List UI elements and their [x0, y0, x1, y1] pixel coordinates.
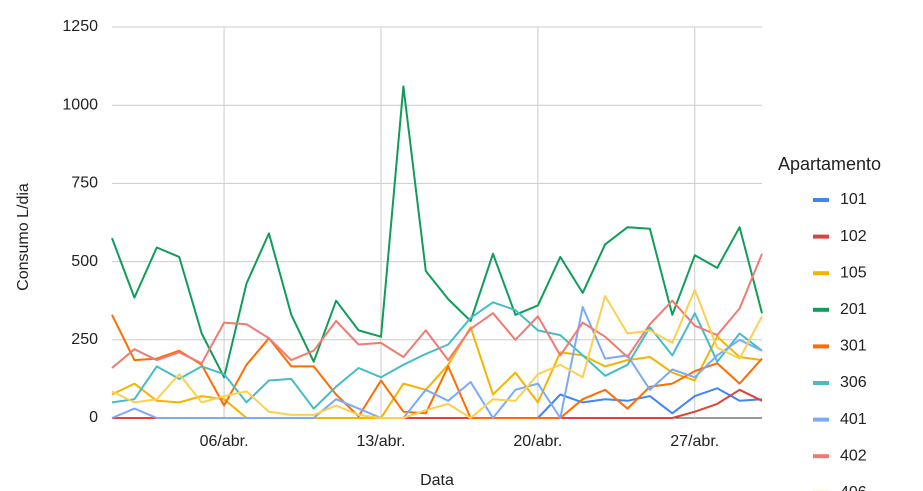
series-line [111, 301, 763, 410]
y-tick-label: 1000 [62, 96, 98, 113]
x-axis-title: Data [420, 472, 454, 489]
y-tick-label: 1250 [62, 18, 98, 35]
series-line [111, 288, 763, 419]
x-tick-label: 20/abr. [513, 433, 562, 450]
series-line [111, 326, 763, 419]
legend-label: 102 [840, 228, 867, 245]
series-line [112, 388, 763, 419]
y-tick-label: 250 [71, 331, 98, 348]
series-line [112, 387, 763, 419]
x-tick-label: 06/abr. [200, 433, 249, 450]
series-line [111, 306, 763, 419]
legend-label: 402 [840, 447, 867, 464]
y-axis-title: Consumo L/dia [15, 183, 32, 291]
legend-label: 201 [840, 301, 867, 318]
x-tick-label: 27/abr. [670, 433, 719, 450]
series-line [111, 85, 763, 379]
legend-label: 101 [840, 191, 867, 208]
legend-label: 301 [840, 338, 867, 355]
legend-label: 406 [840, 484, 867, 491]
y-tick-label: 0 [89, 409, 98, 426]
legend-label: 401 [840, 411, 867, 428]
legend-label: 105 [840, 264, 867, 281]
legend-label: 306 [840, 374, 867, 391]
y-tick-label: 750 [71, 175, 98, 192]
series-line [111, 253, 763, 369]
y-tick-label: 500 [71, 253, 98, 270]
x-tick-label: 13/abr. [356, 433, 405, 450]
legend-title: Apartamento [778, 154, 881, 174]
